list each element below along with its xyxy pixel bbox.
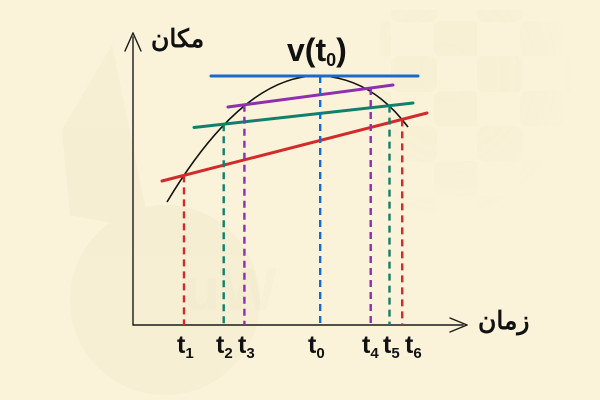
svg-text:uW: uW [183, 256, 277, 323]
